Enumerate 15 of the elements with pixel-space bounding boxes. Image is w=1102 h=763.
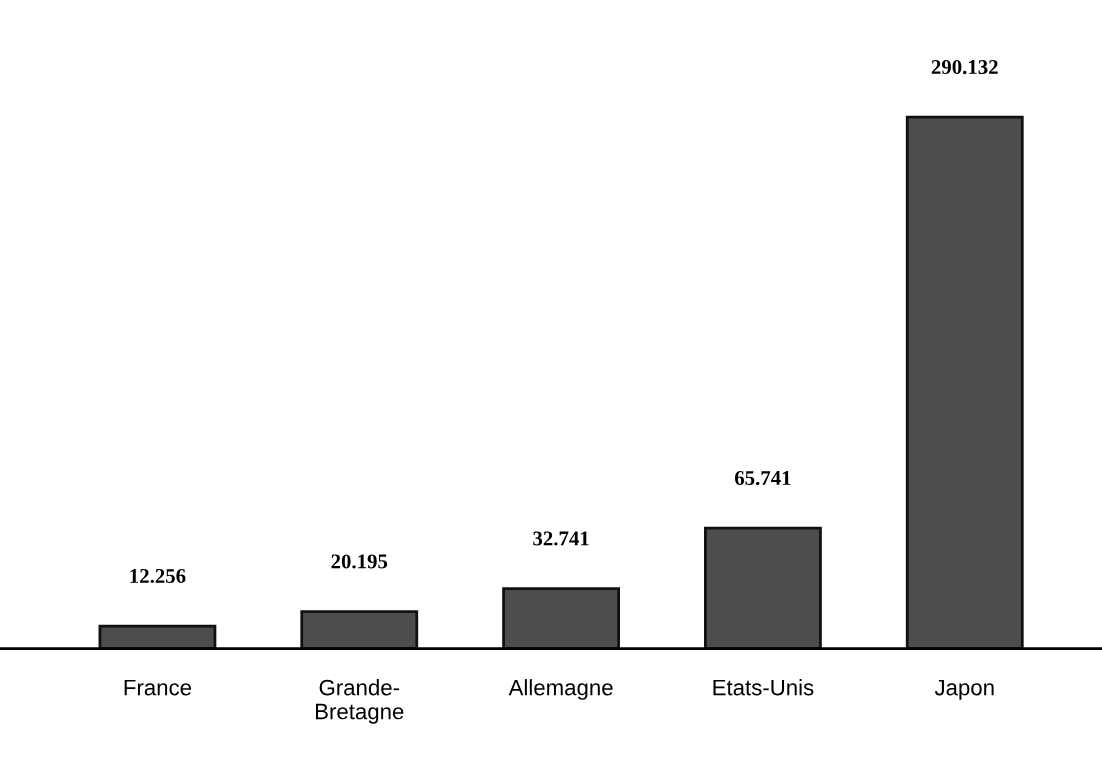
data-label: 65.741 <box>734 471 791 486</box>
bar <box>300 610 419 649</box>
data-label: 32.741 <box>533 531 589 546</box>
bar <box>905 115 1024 649</box>
x-tick-label: Etats-Unis <box>713 679 814 696</box>
data-label: 290.132 <box>931 60 998 75</box>
data-label: 12.256 <box>130 568 186 584</box>
data-label: 20.195 <box>331 554 388 569</box>
x-tick-label: France <box>124 679 192 696</box>
x-tick-label: Japon <box>934 679 994 700</box>
bar <box>98 624 217 649</box>
bar <box>502 587 620 649</box>
bar <box>704 526 822 649</box>
x-tick-label: Allemagne <box>508 679 613 700</box>
x-tick-label: Grande- Bretagne <box>315 679 404 724</box>
